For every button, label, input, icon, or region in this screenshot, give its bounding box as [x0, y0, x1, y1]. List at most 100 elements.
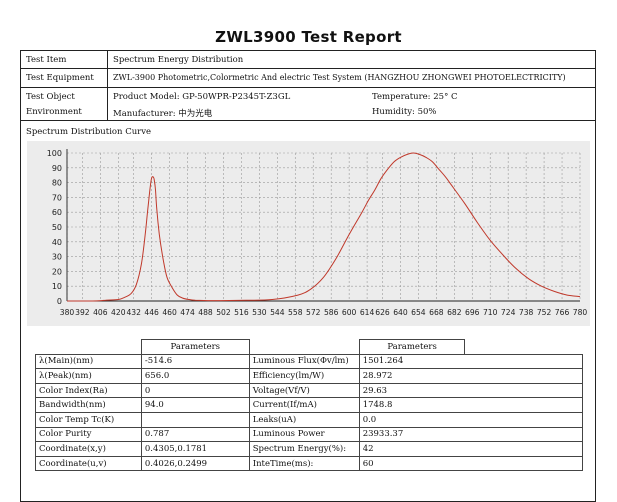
- param-label: Color Temp Tc(K): [35, 411, 142, 428]
- y-tick-label: 90: [52, 164, 62, 173]
- param-value: 0.787: [140, 426, 250, 443]
- y-tick-label: 20: [52, 267, 62, 276]
- table-row: Coordinate(u,v) 0.4026,0.2499 InteTime(ms)…: [35, 455, 584, 472]
- y-tick-label: 70: [52, 193, 62, 202]
- equipment-value: ZWL-3900 Photometric,Colormetric And ele…: [113, 73, 566, 82]
- test-object-label: Test Object: [26, 92, 75, 102]
- x-tick-label: 626: [375, 308, 390, 317]
- table-row: Color Purity 0.787 Luminous Power 23933.37: [35, 426, 584, 443]
- param-label: Current(If/mA): [248, 397, 360, 413]
- temperature: Temperature: 25° C: [372, 92, 458, 102]
- test-item-value: Spectrum Energy Distribution: [113, 55, 244, 65]
- param-label: λ(Peak)(nm): [35, 368, 142, 384]
- table-row: Coordinate(x,y) 0.4305,0.1781 Spectrum Ene…: [35, 441, 584, 457]
- x-tick-label: 432: [126, 308, 141, 317]
- x-tick-label: 600: [342, 308, 357, 317]
- spectrum-chart-svg: 0 10 20 30 40 50 60 70 80 90 100 380 392 406 420 432 446…: [47, 149, 588, 317]
- param-value: 1748.8: [358, 397, 584, 413]
- param-value: 29.63: [358, 382, 584, 399]
- test-object-row: Test Object Environment Product Model: G…: [21, 88, 595, 121]
- param-label: Color Purity: [35, 426, 142, 443]
- param-value: 1501.264: [358, 353, 584, 370]
- x-tick-label: 488: [198, 308, 213, 317]
- x-tick-label: 654: [411, 308, 426, 317]
- x-tick-label: 766: [555, 308, 570, 317]
- x-tick-label: 710: [483, 308, 498, 317]
- parameters-header-left: Parameters: [140, 339, 250, 355]
- x-tick-label: 392: [75, 308, 90, 317]
- x-tick-label: 668: [429, 308, 444, 317]
- x-tick-label: 614: [360, 308, 375, 317]
- y-tick-label: 10: [52, 282, 62, 291]
- x-tick-label: 516: [234, 308, 249, 317]
- x-tick-label: 780: [573, 308, 588, 317]
- y-tick-label: 40: [52, 238, 62, 247]
- y-tick-label: 50: [52, 223, 62, 232]
- parameters-table: Parameters Parameters λ(Main)(nm) -514.6 Lum…: [35, 339, 584, 472]
- param-value: 0.0: [358, 411, 584, 428]
- x-tick-label: 406: [93, 308, 108, 317]
- manufacturer: Manufacturer: 中为光电: [113, 109, 213, 119]
- test-equipment-row: Test Equipment ZWL-3900 Photometric,Colo…: [21, 69, 595, 88]
- x-tick-label: 420: [111, 308, 126, 317]
- param-value: 656.0: [140, 368, 250, 384]
- param-value: 42: [358, 441, 584, 457]
- x-tick-label: 572: [306, 308, 321, 317]
- table-row: λ(Main)(nm) -514.6 Luminous Flux(Φv/lm) 150…: [35, 353, 584, 370]
- y-tick-label: 80: [52, 179, 62, 188]
- product-model: Product Model: GP-50WPR-P2345T-Z3GL: [113, 92, 291, 102]
- x-tick-label: 696: [465, 308, 480, 317]
- param-label: Coordinate(x,y): [35, 441, 142, 457]
- x-tick-label: 380: [60, 308, 75, 317]
- param-value: 23933.37: [358, 426, 584, 443]
- table-row: λ(Peak)(nm) 656.0 Efficiency(lm/W) 28.972: [35, 368, 584, 384]
- y-tick-label: 0: [57, 297, 62, 306]
- spectrum-chart: 0 10 20 30 40 50 60 70 80 90 100 380 392 406 420 432 446…: [27, 141, 590, 326]
- param-value: 28.972: [358, 368, 584, 384]
- x-tick-label: 724: [501, 308, 516, 317]
- blank-cell: [36, 340, 142, 355]
- param-label: Voltage(Vf/V): [248, 382, 360, 399]
- x-tick-label: 530: [252, 308, 267, 317]
- x-tick-label: 558: [288, 308, 303, 317]
- table-row: Bandwidth(nm) 94.0 Current(If/mA) 1748.8: [35, 397, 584, 413]
- x-tick-label: 586: [324, 308, 339, 317]
- param-label: Spectrum Energy(%):: [248, 441, 360, 457]
- spectrum-series-line: [66, 152, 581, 302]
- test-item-row: Test Item Spectrum Energy Distribution: [21, 51, 595, 69]
- parameters-header-row: Parameters Parameters: [36, 339, 583, 355]
- blank-cell: [249, 340, 359, 355]
- table-row: Color Temp Tc(K) Leaks(uA) 0.0: [35, 411, 584, 428]
- param-value: 0.4305,0.1781: [140, 441, 250, 457]
- param-label: λ(Main)(nm): [35, 353, 142, 370]
- param-label: Efficiency(lm/W): [248, 368, 360, 384]
- param-label: Leaks(uA): [248, 411, 360, 428]
- param-value: 94.0: [140, 397, 250, 413]
- humidity: Humidity: 50%: [372, 107, 437, 117]
- curve-label: Spectrum Distribution Curve: [26, 127, 152, 137]
- x-tick-label: 682: [447, 308, 462, 317]
- y-tick-label: 30: [52, 253, 62, 262]
- report-title: ZWL3900 Test Report: [215, 28, 402, 46]
- param-label: Coordinate(u,v): [35, 455, 142, 472]
- blank-cell: [465, 340, 583, 355]
- x-tick-label: 460: [162, 308, 177, 317]
- param-label: Color Index(Ra): [35, 382, 142, 399]
- param-value: -514.6: [140, 353, 250, 370]
- param-value: 60: [358, 455, 584, 472]
- x-tick-label: 502: [216, 308, 231, 317]
- param-value: 0: [140, 382, 250, 399]
- report-frame: Test Item Spectrum Energy Distribution T…: [20, 50, 596, 502]
- param-label: InteTime(ms):: [248, 455, 360, 472]
- x-tick-label: 544: [270, 308, 285, 317]
- environment-label: Environment: [26, 107, 82, 117]
- param-label: Luminous Flux(Φv/lm): [248, 353, 360, 370]
- x-tick-label: 474: [180, 308, 195, 317]
- label-divider: [107, 51, 108, 121]
- equipment-label: Test Equipment: [26, 73, 94, 83]
- param-label: Luminous Power: [248, 426, 360, 443]
- param-value: [140, 411, 250, 428]
- param-label: Bandwidth(nm): [35, 397, 142, 413]
- table-row: Color Index(Ra) 0 Voltage(Vf/V) 29.63: [35, 382, 584, 399]
- x-tick-label: 640: [393, 308, 408, 317]
